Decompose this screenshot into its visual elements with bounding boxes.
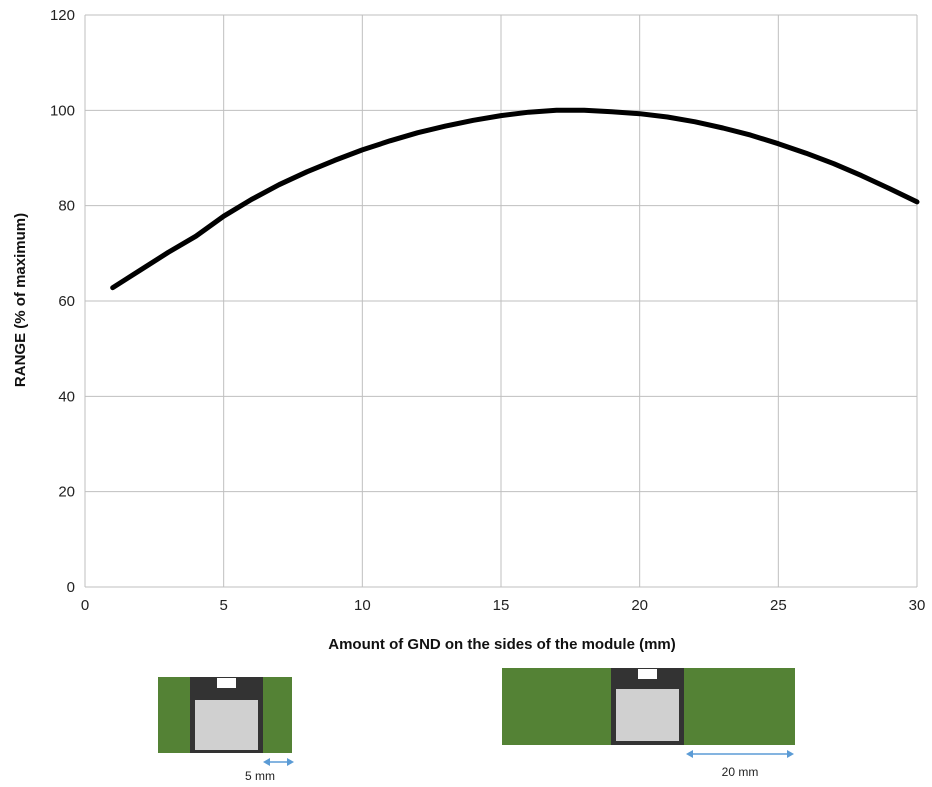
y-axis-title: RANGE (% of maximum) xyxy=(12,213,29,387)
y-tick-labels: 0 20 40 60 80 100 120 xyxy=(50,7,75,596)
small-module-illustration: 5 mm xyxy=(158,677,294,783)
y-tick-label: 80 xyxy=(58,198,75,215)
range-curve xyxy=(110,107,920,291)
small-arrow-head-right xyxy=(287,758,294,766)
x-tick-label: 0 xyxy=(81,597,89,614)
small-arrow-head-left xyxy=(263,758,270,766)
x-tick-label: 30 xyxy=(909,597,926,614)
y-tick-label: 60 xyxy=(58,293,75,310)
x-tick-label: 10 xyxy=(354,597,371,614)
y-tick-label: 20 xyxy=(58,484,75,501)
y-tick-label: 100 xyxy=(50,102,75,119)
large-dimension-label: 20 mm xyxy=(722,765,759,779)
x-axis-title: Amount of GND on the sides of the module… xyxy=(328,636,676,653)
y-tick-label: 40 xyxy=(58,388,75,405)
x-tick-label: 20 xyxy=(631,597,648,614)
grid-lines xyxy=(84,14,918,588)
large-arrow-head-left xyxy=(686,750,693,758)
small-module-antenna xyxy=(217,678,236,688)
large-module-illustration: 20 mm xyxy=(502,668,795,779)
x-tick-labels: 0 5 10 15 20 25 30 xyxy=(81,597,926,614)
large-module-antenna xyxy=(638,669,657,679)
large-arrow-head-right xyxy=(787,750,794,758)
y-tick-label: 0 xyxy=(67,579,75,596)
x-tick-label: 25 xyxy=(770,597,787,614)
x-tick-label: 15 xyxy=(493,597,510,614)
small-dimension-label: 5 mm xyxy=(245,769,275,783)
large-module-shield xyxy=(616,689,679,741)
x-tick-label: 5 xyxy=(219,597,227,614)
small-module-shield xyxy=(195,700,258,750)
y-tick-label: 120 xyxy=(50,7,75,24)
